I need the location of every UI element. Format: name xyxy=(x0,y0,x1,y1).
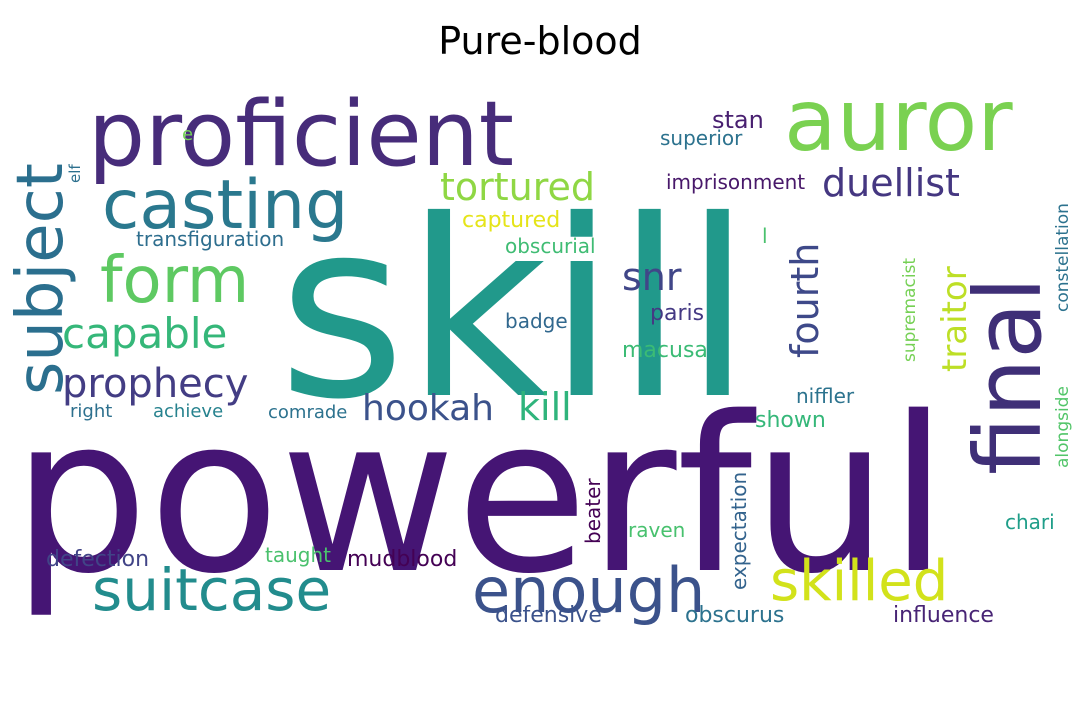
word-superior: superior xyxy=(660,126,743,150)
word-captured: captured xyxy=(462,208,560,233)
word-obscurial: obscurial xyxy=(505,234,596,258)
word-chari: chari xyxy=(1005,510,1055,534)
word-powerful: powerful xyxy=(12,370,948,621)
word-taught: taught xyxy=(265,543,331,567)
word-e: e xyxy=(182,124,193,145)
word-defensive: defensive xyxy=(495,603,602,628)
word-prophecy: prophecy xyxy=(62,361,248,407)
word-comrade: comrade xyxy=(268,402,347,423)
word-capable: capable xyxy=(62,309,227,358)
word-mudblood: mudblood xyxy=(347,547,457,572)
word-achieve: achieve xyxy=(153,401,223,422)
word-shown: shown xyxy=(755,408,826,433)
word-alongside: alongside xyxy=(1053,386,1073,468)
word-skill: skill xyxy=(278,168,752,453)
word-form: form xyxy=(100,244,249,318)
word-influence: influence xyxy=(893,603,994,628)
word-kill: kill xyxy=(518,385,572,429)
word-defection: defection xyxy=(46,547,149,572)
chart-title: Pure-blood xyxy=(438,19,642,63)
word-stan: stan xyxy=(712,106,764,134)
word-niffler: niffler xyxy=(796,384,855,408)
word-final: final xyxy=(955,277,1062,475)
word-expectation: expectation xyxy=(727,472,751,590)
word-l: l xyxy=(762,224,768,248)
word-transfiguration: transfiguration xyxy=(136,227,284,251)
word-macusa: macusa xyxy=(622,338,708,363)
word-duellist: duellist xyxy=(822,161,960,205)
word-suitcase: suitcase xyxy=(92,556,331,624)
word-enough: enough xyxy=(472,554,705,627)
word-skilled: skilled xyxy=(770,549,948,614)
word-imprisonment: imprisonment xyxy=(666,170,805,194)
word-casting: casting xyxy=(102,166,348,245)
word-raven: raven xyxy=(628,518,685,542)
word-fourth: fourth xyxy=(783,243,827,358)
word-supremacist: supremacist xyxy=(900,258,920,362)
word-proficient: proficient xyxy=(88,82,514,187)
word-paris: paris xyxy=(650,301,704,326)
word-traitor: traitor xyxy=(935,266,975,372)
word-constellation: constellation xyxy=(1053,203,1073,312)
word-elf: elf xyxy=(66,164,84,183)
word-snr: snr xyxy=(622,255,682,299)
word-auror: auror xyxy=(784,71,1013,171)
word-obscurus: obscurus xyxy=(685,603,784,628)
word-subject: subject xyxy=(4,163,78,395)
word-tortured: tortured xyxy=(440,165,595,209)
word-hookah: hookah xyxy=(362,388,494,429)
word-badge: badge xyxy=(505,309,568,333)
word-right: right xyxy=(70,401,112,422)
word-beater: beater xyxy=(581,478,605,544)
